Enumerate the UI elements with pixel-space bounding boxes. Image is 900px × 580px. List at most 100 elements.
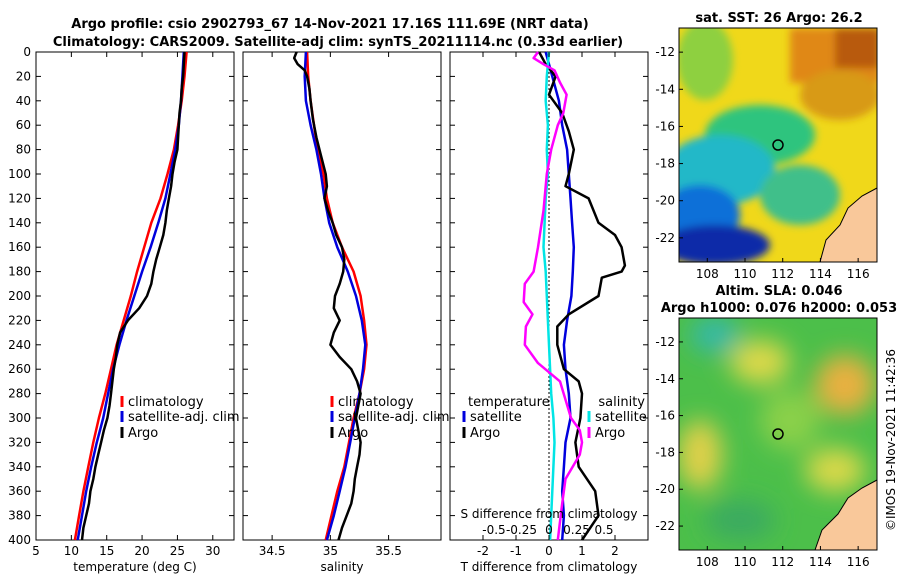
sla-warm-blob-1 bbox=[730, 340, 790, 384]
map-y-tick-label: -20 bbox=[655, 482, 675, 496]
y-tick-label: 60 bbox=[16, 118, 31, 132]
difference-panel: -2 -1 0 1 2 -0.5 -0.25 0 0.25 0.5 T difference fr… bbox=[449, 51, 649, 574]
y-tick-label: 320 bbox=[8, 435, 31, 449]
x2-tick-label: -0.5 bbox=[482, 523, 505, 537]
x-tick-label: 15 bbox=[99, 544, 114, 558]
map-x-tick-label: 116 bbox=[847, 555, 870, 569]
y-tick-label: 380 bbox=[8, 509, 31, 523]
x2-tick-label: 0 bbox=[545, 523, 553, 537]
y-tick-label: 120 bbox=[8, 191, 31, 205]
sst-blobs bbox=[679, 28, 877, 262]
sla-land bbox=[814, 479, 877, 550]
y-tick-label: 80 bbox=[16, 143, 31, 157]
map-x-tick-label: 112 bbox=[771, 267, 794, 281]
legend-title-temperature: temperature bbox=[468, 395, 550, 410]
series-line-argo bbox=[292, 51, 362, 541]
legend-label-s-satellite: satellite bbox=[595, 410, 647, 425]
sla-map-panel: Altim. SLA: 0.046 Argo h1000: 0.076 h200… bbox=[655, 284, 897, 569]
y-tick-label: 360 bbox=[8, 484, 31, 498]
y-tick-label: 20 bbox=[16, 69, 31, 83]
difference-legend-salinity: salinity satellite Argo bbox=[587, 395, 647, 441]
x2-tick-label: -0.25 bbox=[506, 523, 537, 537]
x-tick-label: 35.5 bbox=[375, 544, 402, 558]
sst-map-title: sat. SST: 26 Argo: 26.2 bbox=[695, 11, 862, 26]
sla-cool-blob bbox=[690, 318, 740, 353]
legend-label-argo: Argo bbox=[338, 426, 368, 441]
difference-series-layer bbox=[522, 51, 627, 541]
y-tick-label: 220 bbox=[8, 313, 31, 327]
legend-label-argo: Argo bbox=[128, 426, 158, 441]
sst-field bbox=[679, 28, 877, 262]
series-line-t-satellite bbox=[544, 51, 576, 541]
y-tick-label: 300 bbox=[8, 411, 31, 425]
y-tick-label: 280 bbox=[8, 387, 31, 401]
y-tick-label: 180 bbox=[8, 265, 31, 279]
series-line-satellite-adj-clim bbox=[303, 51, 367, 541]
x-tick-label: -2 bbox=[477, 544, 489, 558]
sla-warm-blob-2 bbox=[815, 355, 875, 415]
map-y-tick-label: -18 bbox=[655, 445, 675, 459]
salinity-panel: 34.5 35 35.5 salinity climatology satellit… bbox=[242, 51, 450, 574]
sla-field bbox=[679, 318, 877, 550]
sla-blobs bbox=[679, 318, 875, 540]
difference-ticks-layer: -2 -1 0 1 2 -0.5 -0.25 0 0.25 0.5 bbox=[450, 51, 648, 558]
difference-legend-temperature: temperature satellite Argo bbox=[462, 395, 550, 441]
sst-mid-blob bbox=[679, 28, 733, 100]
s-difference-xlabel: S difference from climatology bbox=[461, 507, 638, 521]
sla-warm-blob-3 bbox=[679, 420, 722, 490]
map-y-tick-label: -16 bbox=[655, 409, 675, 423]
sla-map-frame bbox=[678, 317, 878, 551]
x-tick-label: 20 bbox=[134, 544, 149, 558]
map-x-tick-label: 116 bbox=[847, 267, 870, 281]
series-line-s-satellite bbox=[542, 51, 556, 541]
x-tick-label: 10 bbox=[64, 544, 79, 558]
sst-green-blob-2 bbox=[760, 165, 840, 225]
temperature-ticks-layer: 5 10 15 20 25 3002040608010012014016018020022… bbox=[8, 45, 234, 558]
map-y-tick-label: -16 bbox=[655, 119, 675, 133]
series-line-t-argo bbox=[538, 51, 627, 541]
map-y-tick-label: -14 bbox=[655, 372, 675, 386]
y-tick-label: 0 bbox=[23, 45, 31, 59]
x-tick-label: 30 bbox=[205, 544, 220, 558]
sla-dark-blob bbox=[705, 500, 775, 540]
sla-mid-blob bbox=[760, 390, 820, 450]
figure-title-line2: Climatology: CARS2009. Satellite-adj cli… bbox=[53, 35, 623, 50]
salinity-legend: climatology satellite-adj. clim Argo bbox=[330, 395, 450, 441]
map-y-tick-label: -12 bbox=[655, 45, 675, 59]
y-tick-label: 200 bbox=[8, 289, 31, 303]
map-x-tick-label: 114 bbox=[809, 267, 832, 281]
x-tick-label: 25 bbox=[170, 544, 185, 558]
legend-title-salinity: salinity bbox=[598, 395, 645, 410]
temperature-legend: climatology satellite-adj. clim Argo bbox=[120, 395, 240, 441]
salinity-series-layer bbox=[292, 51, 368, 541]
sla-map-title: Altim. SLA: 0.046 bbox=[716, 284, 843, 299]
legend-label-climatology: climatology bbox=[338, 395, 414, 410]
salinity-ticks-layer: 34.5 35 35.5 bbox=[243, 51, 441, 558]
temperature-xlabel: temperature (deg C) bbox=[73, 560, 196, 574]
y-tick-label: 240 bbox=[8, 338, 31, 352]
x-tick-label: 2 bbox=[611, 544, 619, 558]
legend-label-satellite: satellite-adj. clim bbox=[128, 410, 240, 425]
sst-warm-blob bbox=[800, 70, 877, 120]
sst-map-panel: sat. SST: 26 Argo: 26.2 108 bbox=[655, 11, 878, 281]
x-tick-label: 0 bbox=[545, 544, 553, 558]
y-tick-label: 400 bbox=[8, 533, 31, 547]
imos-credit: ©IMOS 19-Nov-2021 11:42:36 bbox=[884, 349, 898, 531]
y-tick-label: 160 bbox=[8, 240, 31, 254]
map-x-tick-label: 108 bbox=[696, 555, 719, 569]
sla-map-subtitle: Argo h1000: 0.076 h2000: 0.053 bbox=[661, 301, 897, 316]
temperature-series-layer bbox=[73, 51, 188, 541]
map-x-tick-label: 110 bbox=[734, 555, 757, 569]
sla-warm-blob-4 bbox=[805, 448, 865, 492]
y-tick-label: 100 bbox=[8, 167, 31, 181]
salinity-axes-box bbox=[242, 51, 442, 541]
x-tick-label: 1 bbox=[578, 544, 586, 558]
legend-label-t-argo: Argo bbox=[470, 426, 500, 441]
legend-label-s-argo: Argo bbox=[595, 426, 625, 441]
map-y-tick-label: -18 bbox=[655, 157, 675, 171]
x-tick-label: 35 bbox=[323, 544, 338, 558]
map-x-tick-label: 108 bbox=[696, 267, 719, 281]
map-y-tick-label: -14 bbox=[655, 82, 675, 96]
y-tick-label: 340 bbox=[8, 460, 31, 474]
